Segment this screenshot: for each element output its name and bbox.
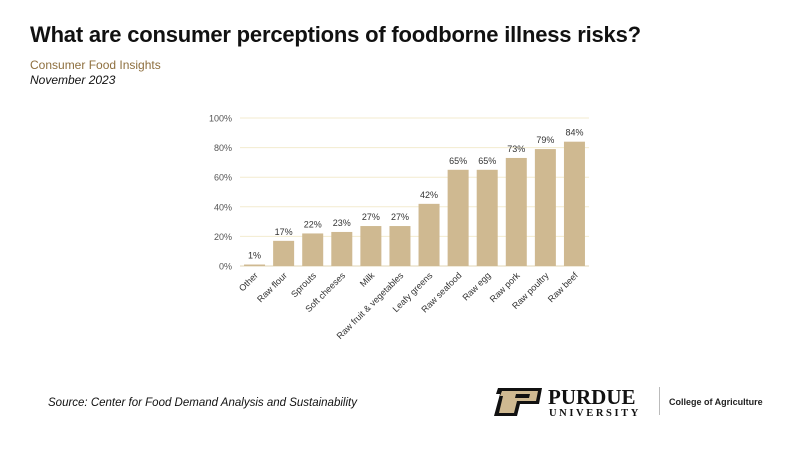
page-title: What are consumer perceptions of foodbor…: [30, 22, 641, 47]
data-label: 65%: [478, 156, 496, 166]
bar: [244, 264, 266, 266]
data-label: 84%: [565, 128, 583, 138]
purdue-logo: PURDUE UNIVERSITY: [494, 386, 641, 418]
data-label: 27%: [391, 212, 409, 222]
bar: [302, 233, 324, 266]
bar: [505, 157, 527, 266]
y-tick-label: 0%: [219, 262, 232, 272]
bar: [418, 203, 440, 266]
data-label: 17%: [275, 227, 293, 237]
date-label: November 2023: [30, 73, 116, 87]
bar: [563, 141, 585, 266]
subtitle: Consumer Food Insights: [30, 58, 161, 72]
svg-text:PURDUE: PURDUE: [548, 386, 636, 409]
svg-text:UNIVERSITY: UNIVERSITY: [549, 408, 641, 418]
data-label: 1%: [248, 251, 261, 261]
bar: [331, 231, 353, 266]
data-label: 79%: [536, 135, 554, 145]
y-tick-label: 80%: [214, 143, 232, 153]
data-label: 73%: [507, 144, 525, 154]
x-tick-label: Milk: [358, 270, 377, 289]
bar: [534, 149, 556, 266]
bar: [476, 169, 498, 266]
bar: [273, 240, 295, 266]
x-tick-label: Raw beef: [546, 270, 580, 304]
bar: [360, 226, 382, 266]
logo-divider: [659, 387, 660, 415]
x-tick-label: Other: [237, 270, 260, 293]
source-note: Source: Center for Food Demand Analysis …: [48, 397, 357, 409]
data-label: 23%: [333, 218, 351, 228]
y-tick-label: 20%: [214, 232, 232, 242]
y-tick-label: 40%: [214, 202, 232, 212]
college-label: College of Agriculture: [669, 397, 763, 407]
data-label: 65%: [449, 156, 467, 166]
data-label: 42%: [420, 190, 438, 200]
x-tick-label: Raw flour: [255, 270, 289, 304]
y-tick-label: 60%: [214, 173, 232, 183]
x-tick-label: Sprouts: [289, 270, 318, 299]
data-label: 27%: [362, 212, 380, 222]
bar: [389, 226, 411, 266]
y-tick-label: 100%: [209, 114, 232, 124]
purdue-p-icon: [494, 388, 542, 416]
data-label: 22%: [304, 219, 322, 229]
bar: [447, 169, 469, 266]
